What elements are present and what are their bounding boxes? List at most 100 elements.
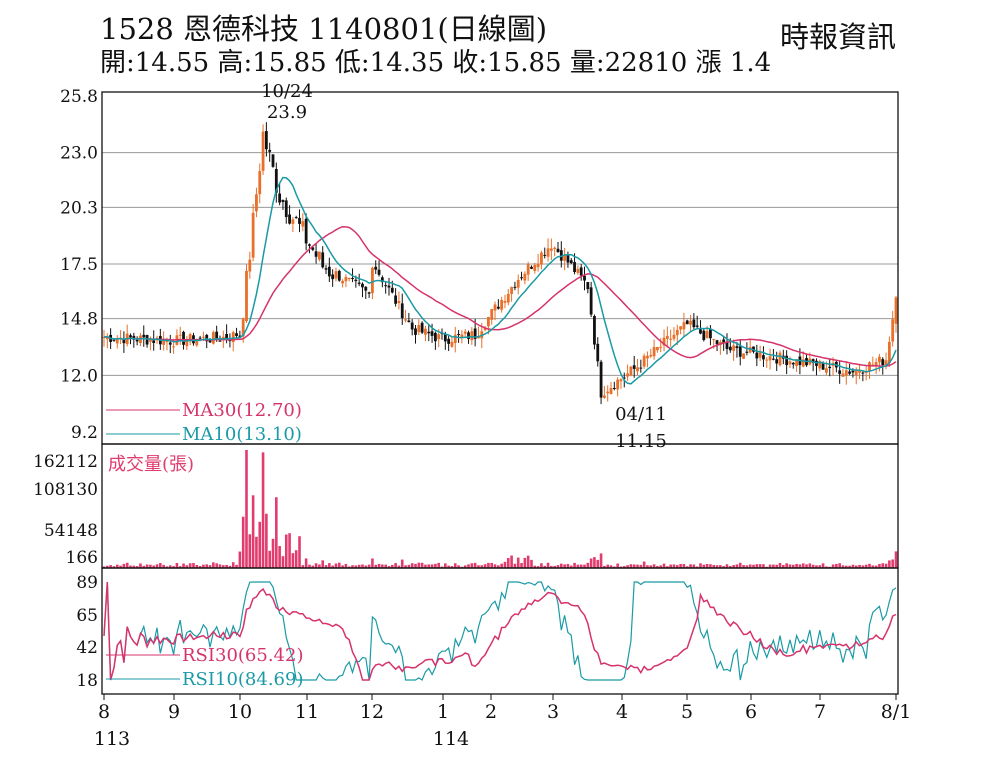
volume-bar bbox=[424, 564, 427, 568]
volume-bar bbox=[381, 564, 384, 568]
candle-body bbox=[705, 331, 709, 339]
volume-bar bbox=[417, 562, 421, 568]
candle-body bbox=[738, 346, 742, 357]
volume-bar bbox=[533, 565, 537, 568]
candle-body bbox=[659, 346, 663, 348]
candle-body bbox=[215, 331, 219, 339]
candle-body bbox=[390, 287, 394, 293]
volume-bar bbox=[301, 565, 305, 568]
candle-body bbox=[404, 319, 407, 321]
rsi-tick-label: 65 bbox=[76, 606, 98, 626]
volume-bar bbox=[864, 564, 868, 568]
volume-bar bbox=[722, 566, 725, 568]
volume-bar bbox=[275, 497, 278, 568]
candle-body bbox=[417, 325, 421, 333]
candle-body bbox=[258, 171, 262, 195]
volume-bar bbox=[291, 553, 295, 568]
candle-body bbox=[563, 255, 567, 261]
volume-bar bbox=[801, 563, 805, 568]
candle-body bbox=[540, 252, 543, 265]
volume-bar bbox=[546, 562, 550, 568]
volume-bar bbox=[795, 564, 798, 568]
volume-bar bbox=[583, 564, 586, 568]
candle-body bbox=[354, 279, 358, 282]
volume-bar bbox=[473, 562, 477, 568]
volume-bar bbox=[603, 565, 606, 568]
volume-bar bbox=[334, 563, 338, 568]
candle-body bbox=[825, 368, 828, 373]
annotation-low-date: 04/11 bbox=[615, 404, 667, 425]
volume-bar bbox=[622, 566, 626, 568]
x-tick-label: 9 bbox=[168, 701, 180, 723]
candle-body bbox=[115, 338, 119, 344]
volume-bar bbox=[894, 551, 898, 568]
volume-bar bbox=[298, 536, 301, 568]
candle-body bbox=[324, 268, 328, 270]
candle-body bbox=[652, 347, 656, 357]
volume-bar bbox=[410, 563, 414, 568]
volume-bar bbox=[520, 563, 523, 568]
price-panel-frame bbox=[101, 91, 899, 445]
candle-body bbox=[801, 359, 805, 367]
volume-bar bbox=[487, 562, 490, 568]
volume-bar bbox=[868, 563, 871, 568]
candle-body bbox=[725, 342, 729, 349]
volume-bar bbox=[208, 565, 212, 568]
volume-bar bbox=[675, 565, 679, 568]
volume-bar bbox=[367, 564, 371, 568]
candle-body bbox=[503, 301, 507, 303]
volume-bar bbox=[709, 564, 712, 568]
candle-body bbox=[583, 275, 586, 281]
volume-bar bbox=[344, 563, 348, 568]
candle-body bbox=[294, 217, 298, 219]
candle-body bbox=[225, 333, 229, 340]
candle-body bbox=[871, 364, 875, 366]
candle-body bbox=[278, 193, 282, 203]
candle-body bbox=[195, 340, 199, 346]
candle-body bbox=[844, 370, 848, 376]
candle-body bbox=[251, 212, 255, 258]
volume-bar bbox=[119, 565, 122, 568]
candle-body bbox=[493, 304, 497, 311]
volume-bar bbox=[563, 564, 566, 568]
volume-bar bbox=[328, 563, 331, 568]
volume-bar bbox=[195, 564, 199, 568]
candle-body bbox=[414, 328, 417, 335]
volume-label: 成交量(張) bbox=[108, 454, 194, 475]
volume-bar bbox=[573, 562, 576, 568]
candle-body bbox=[483, 327, 487, 331]
volume-bar bbox=[155, 564, 159, 568]
volume-bar bbox=[185, 565, 189, 568]
volume-bar bbox=[434, 563, 437, 568]
candle-body bbox=[487, 316, 490, 327]
volume-bar bbox=[384, 564, 387, 568]
candle-body bbox=[516, 279, 520, 288]
volume-bar bbox=[135, 566, 139, 568]
volume-bar bbox=[347, 566, 351, 568]
candle-body bbox=[443, 333, 447, 342]
volume-bar bbox=[659, 565, 663, 568]
chart-title: 1528 恩德科技 1140801(日線圖) bbox=[100, 12, 548, 46]
candle-body bbox=[874, 362, 878, 367]
candle-body bbox=[821, 363, 825, 370]
candle-body bbox=[599, 361, 603, 398]
volume-bar bbox=[202, 564, 205, 568]
volume-bar bbox=[639, 564, 643, 568]
volume-bar bbox=[467, 564, 470, 568]
candle-body bbox=[795, 359, 798, 366]
candle-body bbox=[579, 267, 583, 276]
candle-body bbox=[682, 322, 686, 330]
volume-bar bbox=[178, 566, 182, 568]
candle-body bbox=[699, 329, 702, 334]
volume-bar bbox=[636, 564, 639, 568]
candle-body bbox=[102, 336, 106, 338]
volume-bar bbox=[374, 564, 378, 568]
candle-body bbox=[576, 268, 580, 273]
candle-body bbox=[424, 328, 427, 335]
candle-body bbox=[357, 282, 361, 284]
rsi-panel-frame bbox=[101, 567, 899, 695]
candle-body bbox=[891, 319, 895, 342]
candle-body bbox=[848, 371, 852, 374]
volume-tick-label: 54148 bbox=[44, 521, 98, 541]
x-tick-label: 8/1 bbox=[881, 701, 912, 723]
